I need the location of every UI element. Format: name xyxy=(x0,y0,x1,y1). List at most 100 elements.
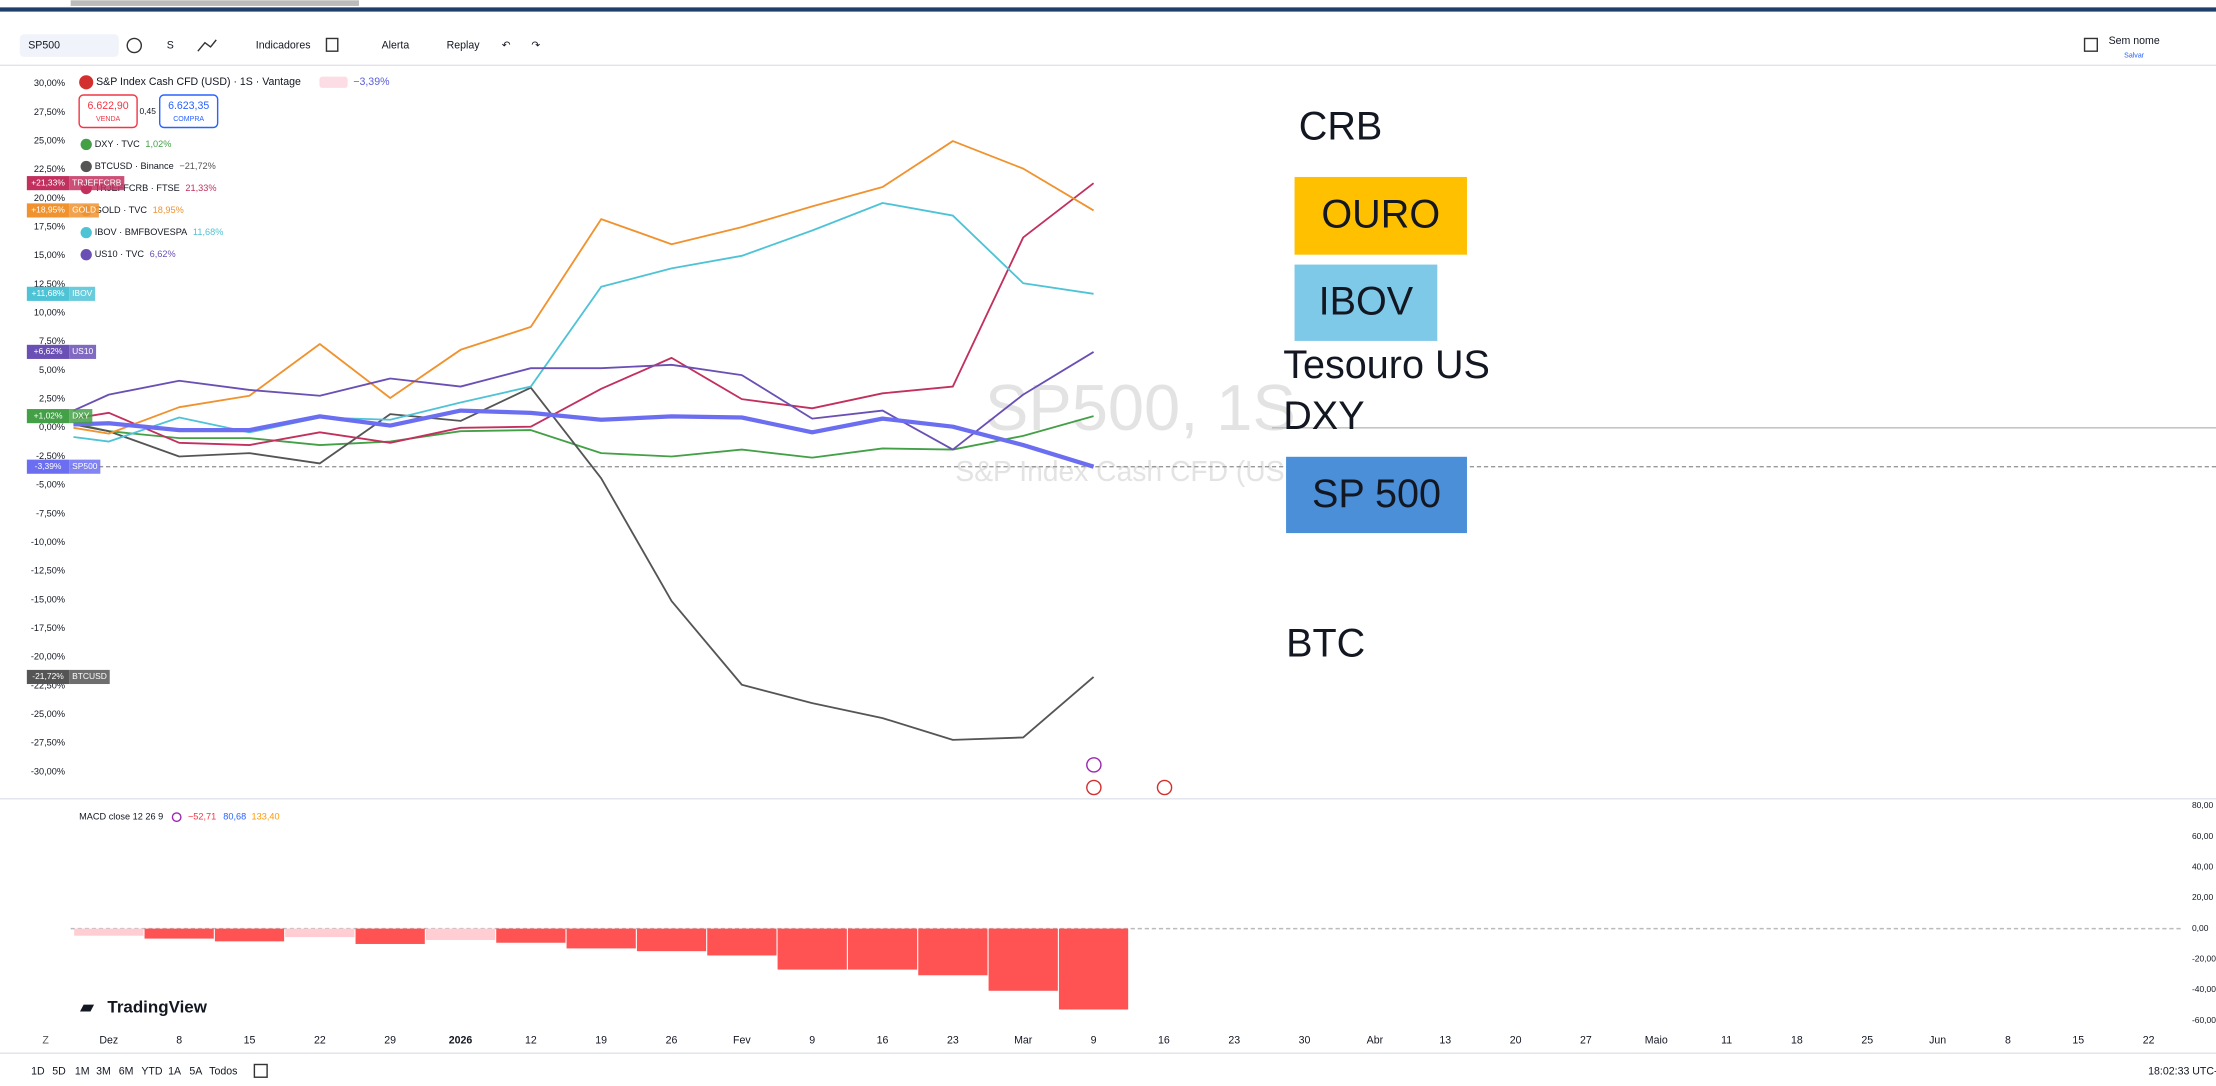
templates-icon[interactable] xyxy=(325,37,339,52)
series-line xyxy=(73,202,1094,443)
x-tick-label: 15 xyxy=(2072,1034,2084,1046)
symbol-tag-label: US10 xyxy=(72,346,93,356)
macd-value: −52,71 xyxy=(188,812,216,822)
histogram-bar xyxy=(988,928,1058,991)
checkbox[interactable] xyxy=(2083,37,2098,52)
histogram-bar xyxy=(847,928,918,970)
buy-label[interactable]: COMPRA xyxy=(173,116,204,123)
value-tag xyxy=(26,409,70,424)
value-tag xyxy=(26,286,70,301)
x-tick-label: 9 xyxy=(809,1034,815,1046)
legend-icon xyxy=(80,226,92,239)
toolbar-item[interactable]: Alerta xyxy=(382,39,410,51)
y-tick-label: 40,00 xyxy=(2192,861,2213,871)
interval[interactable]: S xyxy=(167,39,174,51)
toolbar-item[interactable]: Indicadores xyxy=(256,39,311,51)
macd-value: 133,40 xyxy=(252,812,280,822)
symbol-tag-label: BTCUSD xyxy=(72,671,107,681)
y-tick-label: 20,00% xyxy=(34,193,65,203)
histogram-bar xyxy=(496,928,566,943)
legend-icon xyxy=(80,160,92,173)
range-button[interactable]: Todos xyxy=(209,1065,237,1077)
sell-label[interactable]: VENDA xyxy=(96,116,121,123)
undo-icon[interactable]: ↶ xyxy=(502,39,511,51)
value-tag-label: +1,02% xyxy=(34,410,63,420)
y-tick-label: 15,00% xyxy=(34,250,65,260)
y-tick-label: -17,50% xyxy=(31,623,65,633)
y-tick-label: 2,50% xyxy=(39,394,65,404)
brand-logo: ▰ xyxy=(80,997,95,1016)
y-tick-label: -7,50% xyxy=(36,508,65,518)
y-tick-label: -22,50% xyxy=(31,680,65,690)
header-change: −3,39% xyxy=(353,76,390,88)
macd-title: MACD close 12 26 9 xyxy=(79,812,163,822)
range-button[interactable]: 3M xyxy=(96,1065,111,1077)
layout-name[interactable]: Sem nome xyxy=(2109,35,2160,47)
symbol-icon xyxy=(79,75,94,90)
range-button[interactable]: 1D xyxy=(31,1065,45,1077)
legend-label: DXY · TVC xyxy=(95,139,140,149)
x-tick-label: 12 xyxy=(525,1034,537,1046)
x-tick-label: 25 xyxy=(1861,1034,1873,1046)
symbol-tag xyxy=(69,409,93,424)
symbol-tag-label: GOLD xyxy=(72,205,96,215)
histogram-bar xyxy=(777,928,847,970)
symbol[interactable]: SP500 xyxy=(28,39,60,51)
legend-icon xyxy=(80,138,92,151)
x-tick-label: 8 xyxy=(176,1034,182,1046)
annotation: BTC xyxy=(1286,622,1365,666)
series-line xyxy=(73,386,1095,741)
buy-price[interactable]: 6.623,35 xyxy=(168,100,209,112)
legend-icon xyxy=(80,249,92,261)
event-marker[interactable] xyxy=(1156,779,1173,796)
symbol-tag-label: IBOV xyxy=(72,288,93,298)
y-tick-label: 22,50% xyxy=(34,164,65,174)
y-tick-label: 0,00 xyxy=(2192,923,2209,933)
brand: TradingView xyxy=(107,997,207,1016)
y-tick-label: 60,00 xyxy=(2192,831,2213,841)
value-tag xyxy=(26,669,70,685)
symbol-tag-label: TRJEFFCRB xyxy=(72,177,122,187)
range-button[interactable]: 1M xyxy=(75,1065,90,1077)
y-tick-label: 5,00% xyxy=(39,365,65,375)
range-button[interactable]: 6M xyxy=(119,1065,134,1077)
annotation: Tesouro US xyxy=(1283,343,1490,387)
zoom-button[interactable]: Z xyxy=(42,1034,49,1046)
calendar-icon xyxy=(253,1063,268,1078)
annotation: OURO xyxy=(1321,193,1440,237)
range-button[interactable]: 1A xyxy=(168,1065,182,1077)
symbol-tag xyxy=(69,203,99,218)
toolbar-item[interactable]: Replay xyxy=(447,39,481,51)
add-icon[interactable] xyxy=(126,37,143,54)
clock: 18:02:33 UTC- xyxy=(2148,1065,2216,1077)
event-marker[interactable] xyxy=(1086,779,1102,796)
event-marker[interactable] xyxy=(1086,757,1102,773)
annotation-box xyxy=(1286,456,1467,534)
save[interactable]: Salvar xyxy=(2124,52,2145,59)
series-line xyxy=(73,408,1095,469)
range-button[interactable]: 5D xyxy=(52,1065,66,1077)
x-tick-label: Fev xyxy=(733,1034,751,1046)
y-tick-label: -25,00% xyxy=(31,709,65,719)
y-tick-label: 0,00% xyxy=(39,422,65,432)
histogram-bar xyxy=(918,928,988,976)
value-tag-label: +6,62% xyxy=(34,346,63,356)
histogram-bar xyxy=(214,928,285,942)
sell-price[interactable]: 6.622,90 xyxy=(88,100,129,112)
range-button[interactable]: YTD xyxy=(141,1065,163,1077)
buy-box[interactable] xyxy=(158,94,219,129)
x-tick-label: 22 xyxy=(2143,1034,2155,1046)
sell-box[interactable] xyxy=(78,94,138,129)
annotation-box xyxy=(1294,176,1467,255)
value-tag-label: +21,33% xyxy=(31,177,65,187)
x-tick-label: 11 xyxy=(1721,1034,1732,1046)
symbol-tag xyxy=(69,459,101,474)
symbol-box[interactable] xyxy=(19,34,119,57)
annotation: CRB xyxy=(1299,104,1383,148)
redo-icon[interactable]: ↷ xyxy=(531,39,540,51)
y-tick-label: -60,00 xyxy=(2192,1015,2216,1025)
y-tick-label: 20,00 xyxy=(2192,892,2213,902)
range-button[interactable]: 5A xyxy=(189,1065,203,1077)
legend-change: 6,62% xyxy=(150,249,176,259)
chart-type-icon[interactable] xyxy=(197,39,217,52)
